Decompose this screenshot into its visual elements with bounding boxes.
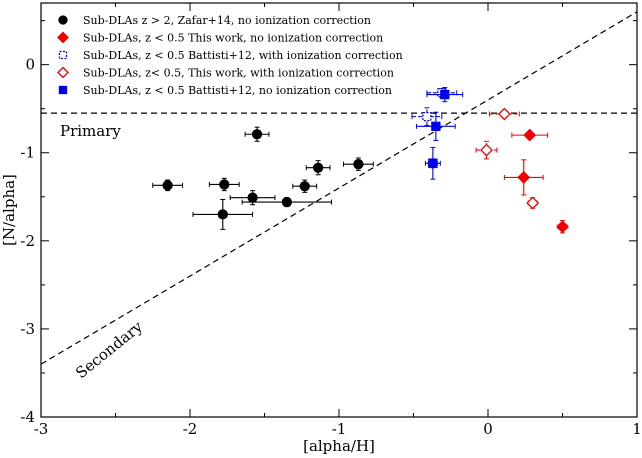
legend-label: Sub-DLAs, z< 0.5, This work, with ioniza… xyxy=(83,67,394,80)
y-tick-label: 0 xyxy=(25,56,35,74)
data-point xyxy=(353,159,364,170)
legend-item-4: Sub-DLAs, z< 0.5, This work, with ioniza… xyxy=(57,66,394,80)
data-point xyxy=(251,129,263,140)
data-point xyxy=(523,128,537,142)
legend-label: Sub-DLAs, z < 0.5 This work, no ionizati… xyxy=(83,32,383,45)
y-axis-title: [N/alpha] xyxy=(0,174,18,246)
data-point xyxy=(440,89,450,100)
reference-lines xyxy=(41,11,637,365)
data-point xyxy=(428,158,438,168)
data-point xyxy=(526,196,540,210)
series-5 xyxy=(415,87,464,180)
data-point xyxy=(247,192,258,203)
y-tick-label: -3 xyxy=(20,320,35,338)
y-tick-label: -4 xyxy=(20,408,35,426)
data-point xyxy=(517,170,531,184)
data-point xyxy=(431,121,441,131)
series-layer xyxy=(152,87,569,234)
legend-label: Sub-DLAs, z < 0.5 Battisti+12, no ioniza… xyxy=(83,84,392,97)
legend-item-3: Sub-DLAs, z < 0.5 Battisti+12, with ioni… xyxy=(58,49,403,62)
legend-marker xyxy=(58,15,68,25)
data-point xyxy=(162,180,173,191)
x-tick-label: -1 xyxy=(332,420,347,438)
data-point xyxy=(219,179,230,190)
axes: -3 -2 -1 0 1-4-3-2-10 xyxy=(20,3,642,438)
data-point xyxy=(422,111,432,122)
data-point xyxy=(299,181,310,192)
legend-item-2: Sub-DLAs, z < 0.5 This work, no ionizati… xyxy=(57,31,383,45)
y-tick-label: -1 xyxy=(20,144,35,162)
x-tick-label: -2 xyxy=(183,420,198,438)
x-axis-title: [alpha/H] xyxy=(303,437,375,455)
legend-item-5: Sub-DLAs, z < 0.5 Battisti+12, no ioniza… xyxy=(58,84,392,97)
data-point xyxy=(497,107,511,121)
data-point xyxy=(312,162,324,173)
x-tick-label: 0 xyxy=(483,420,493,438)
legend-label: Sub-DLAs z > 2, Zafar+14, no ionization … xyxy=(83,14,371,27)
reference-line-secondary xyxy=(41,11,637,365)
y-tick-label: -2 xyxy=(20,232,35,250)
series-1 xyxy=(152,126,374,230)
data-point xyxy=(217,209,228,220)
data-point xyxy=(480,143,493,157)
legend-label: Sub-DLAs, z < 0.5 Battisti+12, with ioni… xyxy=(83,49,403,62)
data-point xyxy=(556,220,569,234)
legend-marker xyxy=(58,50,68,60)
plot-area-frame xyxy=(40,2,638,418)
legend-marker xyxy=(58,85,68,95)
data-point xyxy=(281,196,293,208)
annotation-primary: Primary xyxy=(60,122,121,140)
series-2 xyxy=(503,128,569,234)
x-tick-label: -3 xyxy=(34,420,49,438)
legend-item-1: Sub-DLAs z > 2, Zafar+14, no ionization … xyxy=(58,14,371,27)
x-tick-label: 1 xyxy=(632,420,642,438)
legend-marker xyxy=(57,31,69,44)
series-4 xyxy=(475,107,540,210)
legend-marker xyxy=(57,66,69,79)
legend: Sub-DLAs z > 2, Zafar+14, no ionization … xyxy=(57,14,403,97)
